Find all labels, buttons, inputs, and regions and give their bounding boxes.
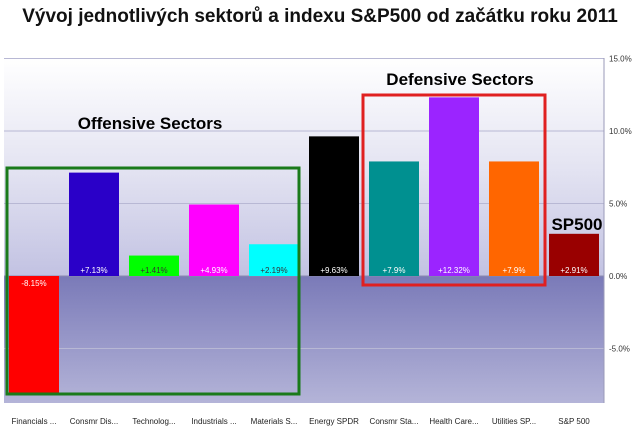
y-tick-label: 0.0% [609,272,627,281]
offensive-sectors-label: Offensive Sectors [78,114,223,133]
data-label: +7.9% [503,266,526,275]
data-label: +4.93% [200,266,227,275]
x-tick-label: S&P 500 [558,417,590,426]
y-tick-label: 15.0% [609,55,632,64]
x-tick-label: Health Care... [429,417,478,426]
plot-area-negative [4,276,604,403]
x-tick-label: Energy SPDR [309,417,359,426]
bar [309,136,359,276]
bar [549,233,599,276]
x-tick-label: Industrials ... [191,417,236,426]
bar [129,255,179,276]
bar [69,172,119,276]
data-label: +12.32% [438,266,470,275]
data-label: +7.13% [80,266,107,275]
data-label: -8.15% [21,279,46,288]
defensive-sectors-box [361,93,547,287]
x-tick-label: Utilities SP... [492,417,536,426]
y-axis: 15.0% 10.0% 5.0% 0.0% -5.0% [603,55,632,403]
chart-title: Vývoj jednotlivých sektorů a indexu S&P5… [22,6,618,27]
x-tick-label: Financials ... [12,417,57,426]
bar [429,97,479,276]
x-tick-label: Consmr Dis... [70,417,118,426]
bar [489,161,539,276]
data-label: +9.63% [320,266,347,275]
y-tick-label: -5.0% [609,345,630,354]
bar [189,204,239,276]
x-tick-label: Materials S... [251,417,298,426]
bars: -8.15% +7.13% +1.41% +4.93% +2.19% +9.63% +7.9… [9,97,599,395]
sp500-label: SP500 [551,215,602,234]
defensive-sectors-label: Defensive Sectors [386,70,533,89]
data-label: +2.19% [260,266,287,275]
y-tick-label: 10.0% [609,127,632,136]
bar [9,276,59,395]
x-tick-label: Consmr Sta... [370,417,419,426]
data-label: +2.91% [560,266,587,275]
annotations: Offensive Sectors Defensive Sectors SP500 [5,70,603,396]
data-label: +7.9% [383,266,406,275]
x-tick-label: Technolog... [132,417,175,426]
bar [249,244,299,276]
x-axis: Financials ... Consmr Dis... Technolog... I… [12,417,591,426]
data-label: +1.41% [140,266,167,275]
bar [369,161,419,276]
y-tick-label: 5.0% [609,200,627,209]
offensive-sectors-box [5,166,301,396]
